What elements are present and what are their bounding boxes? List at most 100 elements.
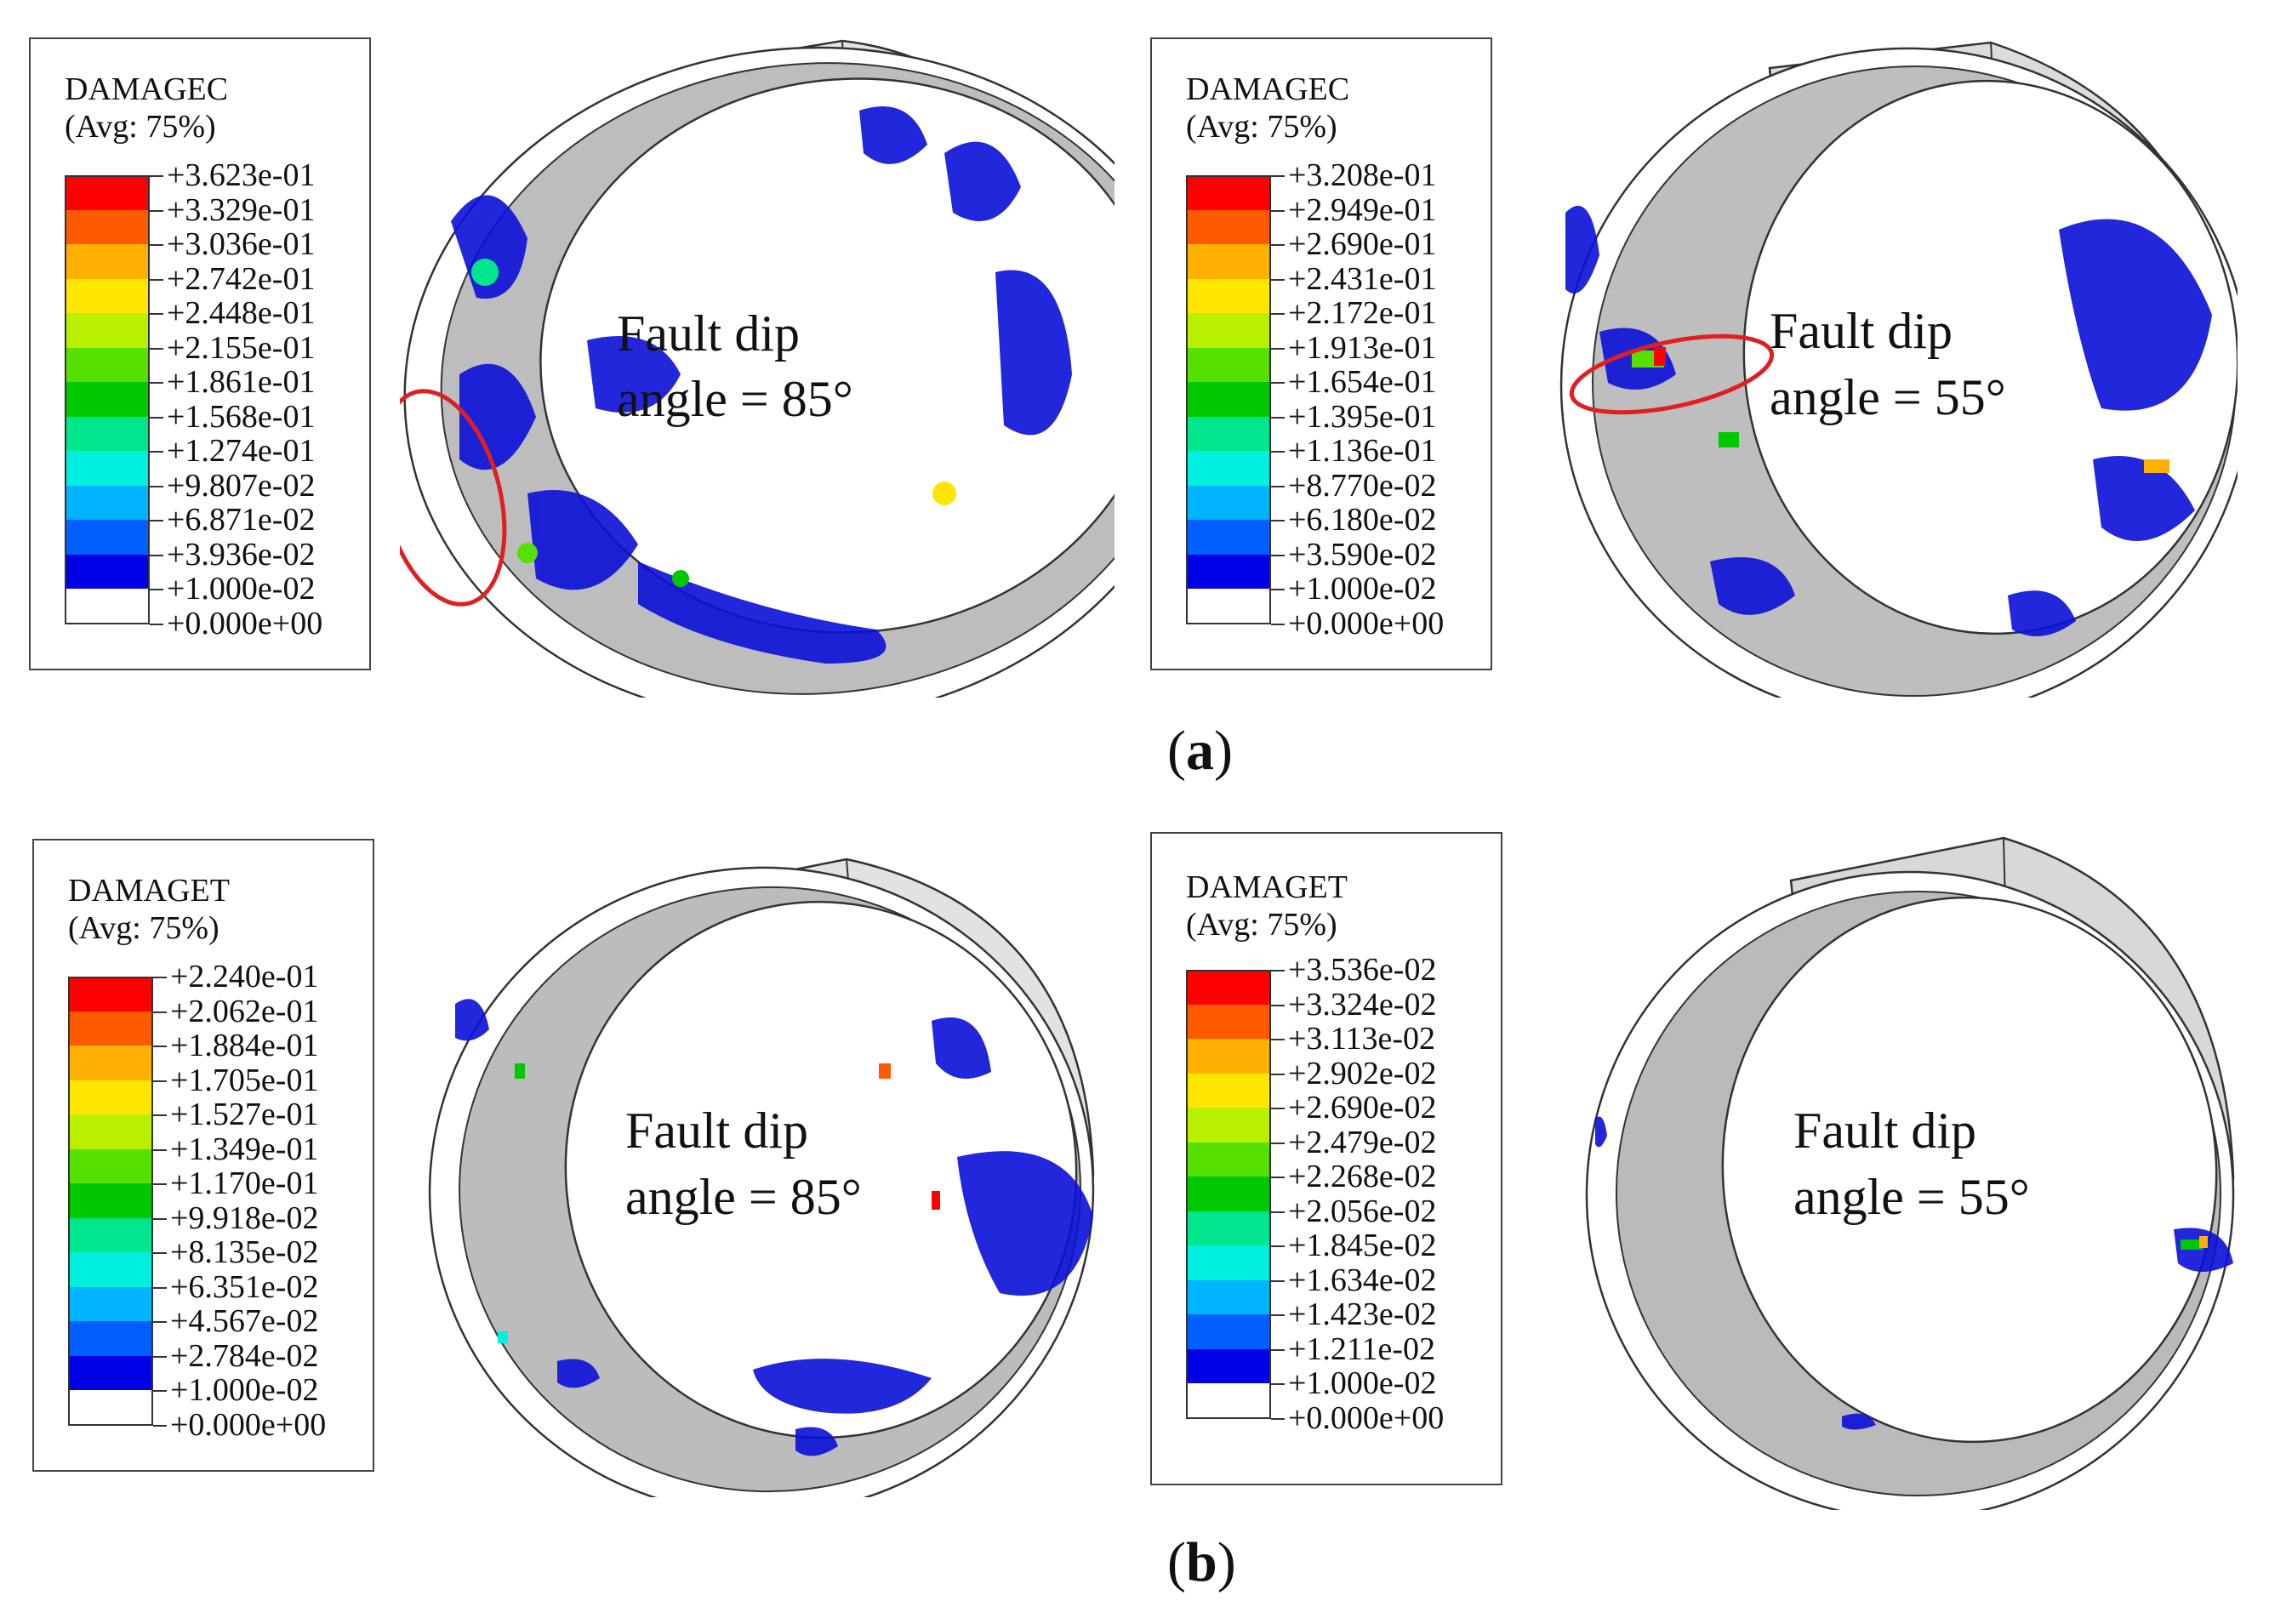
legend-value-label: +6.871e-02 (167, 502, 316, 538)
legend-color-swatch (1186, 1314, 1271, 1350)
legend-color-swatch (65, 451, 150, 487)
legend-value-label: +2.056e-02 (1288, 1193, 1437, 1229)
legend-tick (153, 1217, 167, 1220)
legend-tick (1271, 175, 1285, 177)
legend-color-swatch (1186, 1004, 1271, 1040)
legend-value-label: +1.349e-01 (170, 1131, 319, 1167)
legend-color-swatch (65, 416, 150, 452)
legend-value-label: +1.705e-01 (170, 1062, 319, 1098)
legend-color-swatch (65, 278, 150, 314)
legend-value-label: +4.567e-02 (170, 1303, 319, 1339)
legend-value-label: +1.000e-02 (1288, 1365, 1437, 1401)
legend-value-label: +3.324e-02 (1288, 986, 1437, 1023)
legend-color-swatch (1186, 1142, 1271, 1177)
legend-b-right: DAMAGET (Avg: 75%) +3.536e-02 +3.324e-02 +… (1150, 832, 1502, 1485)
legend-tick (153, 977, 167, 978)
legend-color-swatch (1186, 451, 1271, 487)
legend-color-swatch (65, 313, 150, 349)
legend-tick (1271, 589, 1285, 590)
legend-value-label: +1.634e-02 (1288, 1262, 1437, 1298)
legend-color-swatch (65, 244, 150, 280)
legend-tick (150, 589, 163, 590)
legend-color-swatch (1186, 1383, 1271, 1419)
legend-value-label: +1.211e-02 (1288, 1331, 1436, 1367)
legend-value-label: +2.742e-01 (167, 260, 316, 297)
legend-value-label: +3.113e-02 (1288, 1021, 1436, 1057)
legend-tick (150, 244, 163, 246)
legend-value-label: +2.690e-02 (1288, 1090, 1437, 1125)
legend-value-label: +2.172e-01 (1288, 295, 1437, 331)
legend-averaging: (Avg: 75%) (68, 910, 219, 946)
legend-value-label: +2.062e-01 (170, 993, 319, 1029)
legend-value-label: +6.351e-02 (170, 1268, 319, 1305)
tunnel-lining-ring-b-right (1585, 836, 2235, 1510)
legend-value-label: +0.000e+00 (167, 605, 323, 641)
damage-hotspots (498, 1063, 940, 1343)
legend-tick (1271, 278, 1285, 281)
damage-contours (1565, 205, 2212, 636)
legend-tick (150, 485, 163, 487)
legend-tick (1271, 1417, 1285, 1420)
legend-color-swatch (1186, 1348, 1271, 1384)
legend-tick (1271, 382, 1285, 384)
legend-value-label: +1.568e-01 (167, 398, 316, 435)
legend-tick (1271, 1245, 1285, 1247)
legend-color-swatch (68, 1355, 153, 1391)
legend-color-swatch (65, 347, 150, 383)
damage-contours (455, 999, 1093, 1456)
legend-value-label: +1.136e-01 (1288, 433, 1437, 469)
legend-value-label: +2.240e-01 (170, 959, 319, 994)
legend-tick (1271, 244, 1285, 246)
legend-a-left: DAMAGEC (Avg: 75%) +3.623e-01 +3.329e-01 +… (29, 37, 371, 670)
legend-tick (150, 623, 163, 625)
legend-color-swatch (65, 382, 150, 418)
legend-color-swatch (1186, 347, 1271, 383)
legend-value-label: +8.135e-02 (170, 1234, 319, 1270)
legend-tick (153, 1321, 167, 1323)
legend-value-label: +1.884e-01 (170, 1028, 319, 1063)
legend-tick (1271, 1108, 1285, 1109)
legend-tick (153, 1183, 167, 1185)
legend-value-label: +3.623e-01 (167, 157, 316, 193)
legend-tick (153, 1286, 167, 1289)
legend-tick (150, 313, 163, 315)
legend-title: DAMAGEC (1186, 71, 1350, 107)
legend-tick (153, 1114, 167, 1116)
legend-tick (150, 520, 163, 521)
legend-color-swatch (1186, 1108, 1271, 1143)
legend-color-swatch (68, 1183, 153, 1219)
legend-tick (1271, 347, 1285, 350)
legend-color-swatch (65, 209, 150, 245)
highlight-ellipse (400, 389, 507, 607)
legend-tick (1271, 1383, 1285, 1385)
legend-color-swatch (1186, 589, 1271, 624)
legend-value-label: +2.268e-02 (1288, 1159, 1437, 1194)
legend-tick (1271, 1073, 1285, 1075)
legend-tick (150, 451, 163, 453)
caption-a: (a) (1167, 720, 1233, 782)
tunnel-lining-ring-a-left (400, 39, 1115, 698)
annotation-a-left-line2: angle = 85° (617, 371, 853, 427)
legend-tick (1271, 313, 1285, 315)
annotation-a-right-line1: Fault dip (1770, 303, 1953, 359)
legend-value-label: +1.845e-02 (1288, 1228, 1437, 1263)
legend-color-swatch (68, 1046, 153, 1081)
legend-value-label: +8.770e-02 (1288, 467, 1437, 504)
legend-value-label: +1.395e-01 (1288, 398, 1437, 435)
legend-value-label: +3.329e-01 (167, 191, 316, 228)
legend-tick (153, 1080, 167, 1082)
legend-color-swatch (1186, 554, 1271, 590)
legend-value-label: +1.423e-02 (1288, 1296, 1437, 1332)
legend-tick (1271, 451, 1285, 453)
legend-color-swatch (68, 1390, 153, 1426)
legend-color-swatch (65, 520, 150, 556)
legend-color-swatch (1186, 175, 1271, 211)
annotation-b-right-line2: angle = 55° (1793, 1169, 2030, 1225)
legend-color-swatch (1186, 382, 1271, 418)
legend-value-label: +2.784e-02 (170, 1337, 319, 1374)
legend-tick (153, 1390, 167, 1392)
legend-value-label: +3.590e-02 (1288, 536, 1437, 573)
legend-color-swatch (68, 1080, 153, 1115)
legend-tick (150, 278, 163, 281)
legend-color-swatch (68, 977, 153, 1012)
